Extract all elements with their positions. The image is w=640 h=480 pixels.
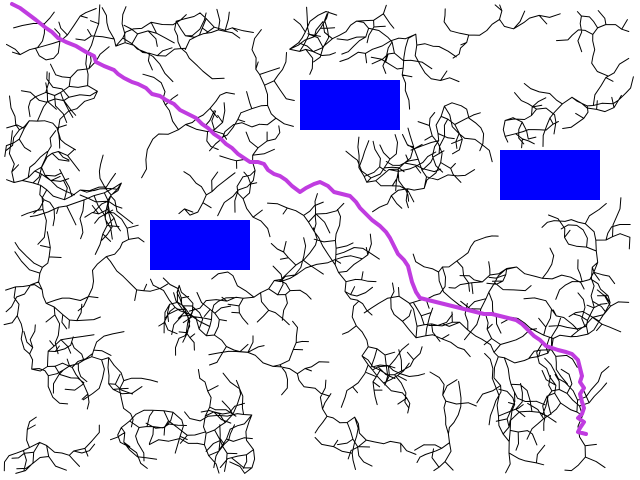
tree-branches [3,4,634,474]
solution-path [10,2,588,436]
tree-edges [3,4,634,474]
obstacle-top-center [300,80,400,130]
obstacle-right [500,150,600,200]
obstacle-left [150,220,250,270]
